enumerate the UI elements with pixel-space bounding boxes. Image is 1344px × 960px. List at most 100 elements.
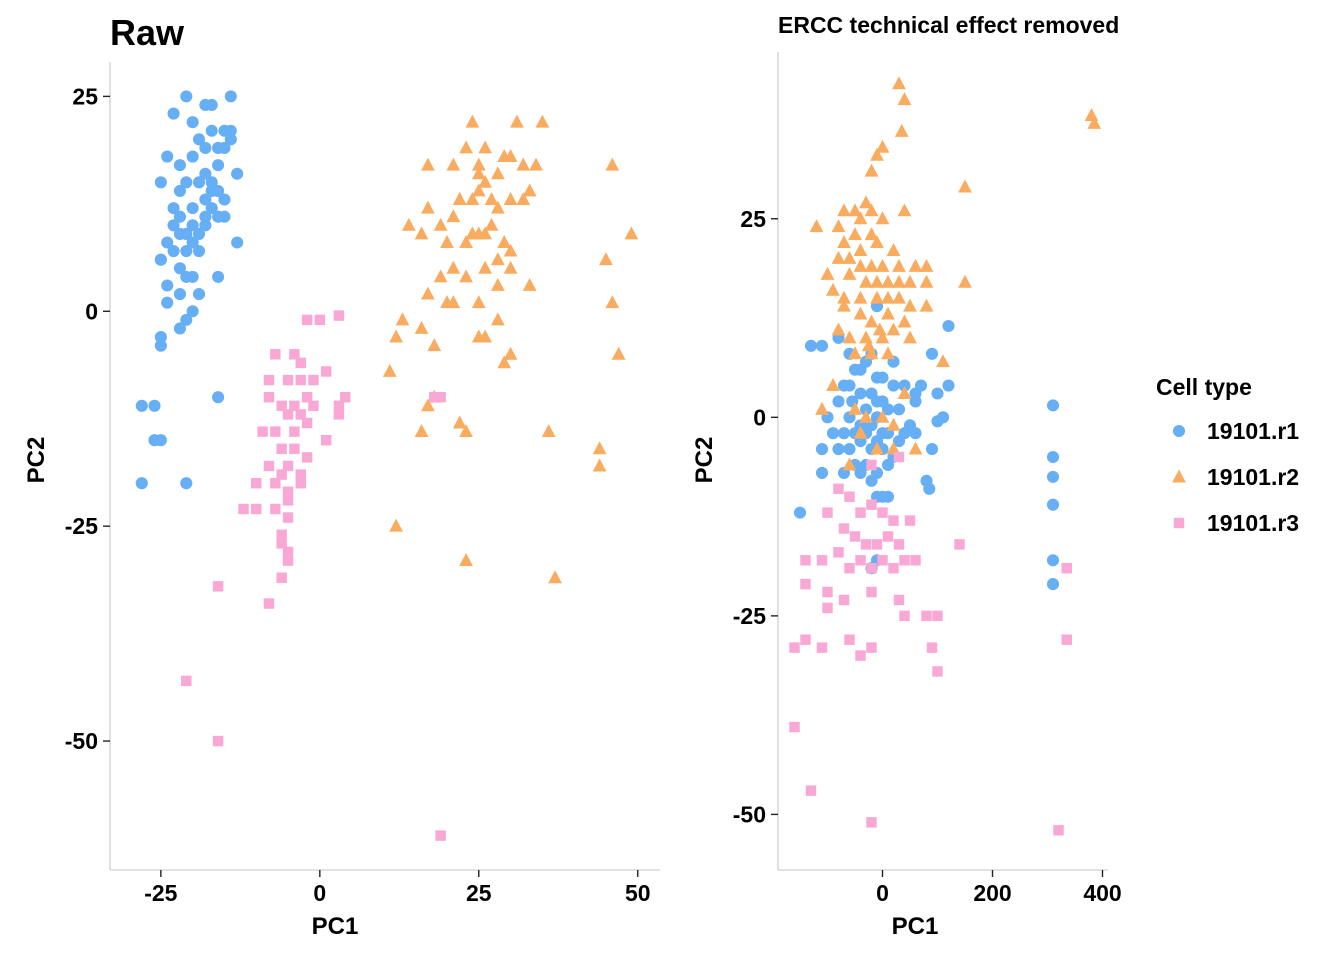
panel-raw-points — [135, 90, 639, 841]
panel-ercc-point-r1 — [898, 427, 911, 440]
panel-raw-point-r3 — [238, 503, 249, 515]
panel-raw-point-r2 — [414, 424, 429, 438]
legend-marker-r2 — [1172, 469, 1186, 483]
panel-ercc-point-r2 — [886, 243, 901, 256]
panel-raw-point-r3 — [301, 452, 313, 463]
panel-raw-point-r1 — [180, 270, 193, 283]
panel-raw-point-r1 — [231, 236, 244, 249]
panel-raw-point-r1 — [180, 477, 193, 490]
panel-raw-point-r3 — [276, 469, 287, 480]
panel-raw-point-r3 — [314, 314, 326, 326]
panel-ercc-point-r3 — [888, 562, 899, 574]
legend-key-square — [1173, 517, 1185, 529]
panel-raw-point-r2 — [535, 114, 550, 128]
panel-ercc-point-r1 — [854, 466, 867, 479]
panel-ercc-point-r1 — [942, 319, 955, 333]
panel-raw-point-r3 — [308, 374, 319, 386]
panel-raw-point-r2 — [465, 192, 480, 205]
panel-raw-point-r2 — [459, 553, 473, 566]
panel-raw-point-r2 — [497, 355, 512, 369]
panel-ercc-point-r2 — [1087, 115, 1102, 129]
panel-raw-point-r3 — [212, 581, 224, 592]
panel-raw-point-r2 — [484, 192, 499, 205]
panel-ercc-point-r2 — [892, 258, 906, 272]
panel-raw-point-r1 — [148, 399, 161, 412]
panel-raw-point-r2 — [446, 209, 461, 223]
panel-raw-point-r2 — [382, 363, 397, 377]
panel-ercc-point-r3 — [932, 666, 943, 677]
legend-entry-r1: 19101.r1 — [1172, 418, 1299, 444]
panel-raw-point-r1 — [167, 202, 180, 215]
panel-raw-point-r1 — [205, 124, 218, 137]
panel-raw-y-tick-label: -25 — [65, 513, 98, 539]
panel-raw-point-r3 — [276, 400, 287, 412]
panel-ercc-point-r2 — [837, 290, 851, 304]
panel-ercc-point-r2 — [875, 139, 890, 153]
legend-label-r1: 19101.r1 — [1207, 418, 1299, 444]
panel-ercc-point-r1 — [931, 387, 944, 400]
panel-raw-point-r3 — [429, 392, 440, 403]
panel-ercc-point-r2 — [853, 290, 868, 304]
panel-ercc-point-r3 — [893, 539, 905, 550]
panel-raw-point-r1 — [186, 202, 199, 215]
panel-raw-point-r3 — [276, 538, 287, 549]
panel-raw-point-r1 — [154, 434, 167, 447]
panel-raw-point-r2 — [414, 226, 429, 240]
panel-raw-point-r1 — [135, 399, 148, 412]
panel-raw-point-r3 — [263, 374, 275, 386]
legend-marker-r3 — [1173, 517, 1185, 529]
panel-raw-point-r2 — [478, 174, 493, 188]
panel-ercc-point-r1 — [881, 403, 895, 416]
panel-raw-point-r1 — [224, 133, 237, 146]
panel-ercc-point-r3 — [800, 555, 811, 566]
panel-raw-point-r3 — [251, 503, 262, 515]
panel-ercc-x-tick-label: 0 — [876, 880, 889, 906]
panel-ercc-point-r2 — [919, 298, 934, 312]
panel-raw-point-r3 — [270, 349, 281, 360]
panel-ercc-point-r2 — [903, 274, 917, 288]
panel-ercc-point-r1 — [881, 458, 895, 472]
panel-raw-point-r1 — [173, 210, 186, 223]
panel-ercc-x-tick-label: 200 — [973, 880, 1011, 906]
panel-ercc-point-r2 — [897, 203, 912, 217]
panel-raw-point-r2 — [478, 140, 493, 154]
panel-ercc-point-r1 — [826, 427, 840, 440]
panel-ercc-point-r3 — [800, 634, 811, 645]
panel-raw-point-r3 — [270, 477, 281, 489]
panel-ercc-point-r2 — [848, 227, 862, 241]
panel-ercc-point-r3 — [800, 578, 811, 590]
panel-ercc-point-r2 — [848, 203, 862, 217]
panel-ercc-point-r2 — [826, 282, 840, 296]
panel-raw-point-r1 — [173, 288, 186, 301]
panel-ercc-point-r2 — [881, 274, 895, 288]
panel-raw-point-r2 — [414, 320, 429, 334]
panel-raw-point-r3 — [282, 512, 294, 523]
panel-ercc-point-r2 — [864, 227, 879, 241]
panel-ercc-point-r2 — [831, 250, 846, 264]
panel-ercc-point-r3 — [921, 610, 932, 622]
panel-raw-point-r3 — [289, 426, 300, 437]
panel-ercc-point-r1 — [848, 363, 862, 376]
panel-raw-point-r3 — [282, 495, 294, 506]
panel-raw-point-r1 — [192, 245, 206, 258]
panel-ercc-point-r3 — [849, 531, 861, 542]
panel-raw-point-r2 — [503, 192, 518, 205]
panel-raw-point-r3 — [289, 443, 300, 455]
panel-ercc-y-tick-label: -25 — [733, 603, 766, 629]
panel-raw-point-r3 — [289, 349, 300, 360]
panel-ercc-point-r2 — [870, 441, 884, 455]
panel-ercc-point-r3 — [866, 586, 877, 598]
panel-raw-point-r1 — [205, 176, 218, 189]
panel-ercc-y-tick-label: 25 — [740, 206, 766, 232]
panel-ercc-point-r1 — [1046, 578, 1060, 591]
panel-ercc-y-title: PC2 — [691, 437, 718, 484]
panel-ercc-point-r2 — [892, 290, 906, 304]
panel-ercc-point-r2 — [864, 258, 879, 272]
panel-ercc-point-r2 — [881, 306, 895, 320]
panel-ercc-point-r3 — [893, 594, 905, 606]
panel-raw-point-r1 — [154, 339, 167, 352]
panel-raw-x-tick-label: 25 — [466, 880, 492, 906]
panel-raw-point-r3 — [282, 546, 294, 558]
panel-ercc-point-r2 — [958, 179, 972, 193]
panel-ercc-point-r1 — [843, 379, 856, 392]
